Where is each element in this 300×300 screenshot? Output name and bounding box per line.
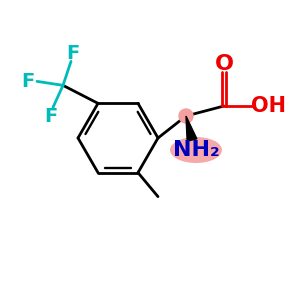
Text: F: F (21, 72, 34, 91)
Text: F: F (44, 107, 58, 126)
Text: OH: OH (250, 96, 286, 116)
Circle shape (179, 109, 193, 123)
Text: NH₂: NH₂ (172, 140, 219, 160)
Text: F: F (66, 44, 80, 63)
Text: O: O (214, 54, 233, 74)
Ellipse shape (170, 137, 222, 163)
Polygon shape (186, 116, 197, 141)
